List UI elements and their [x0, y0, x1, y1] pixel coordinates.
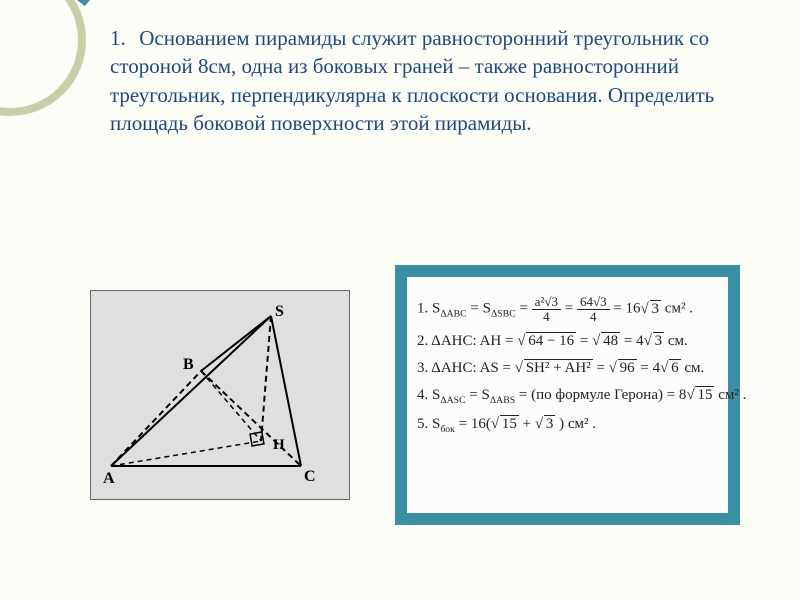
solution-line-1: 1. SΔABC = SΔSBC = a²√34 = 64√34 = 163 с…	[417, 295, 718, 323]
problem-text: Основанием пирамиды служит равносторонни…	[110, 26, 714, 135]
pyramid-diagram: A C B S H	[90, 290, 350, 500]
problem-statement: 1. Основанием пирамиды служит равносторо…	[110, 24, 740, 137]
solution-panel: 1. SΔABC = SΔSBC = a²√34 = 64√34 = 163 с…	[395, 265, 740, 525]
label-A: A	[103, 470, 115, 487]
label-S: S	[275, 303, 284, 320]
label-H: H	[273, 437, 285, 453]
solution-line-4: 4. SΔASC = SΔABS = (по формуле Герона) =…	[417, 387, 718, 406]
label-C: C	[304, 468, 316, 485]
solution-line-2: 2. ΔAHC: AH = 64 − 16 = 48 = 43 см.	[417, 333, 718, 350]
problem-number: 1.	[110, 24, 134, 52]
solution-line-3: 3. ΔAHC: AS = SH² + AH² = 96 = 46 см.	[417, 360, 718, 377]
label-B: B	[183, 356, 194, 373]
solution-line-5: 5. Sбок = 16(15 + 3 ) см² .	[417, 416, 718, 435]
